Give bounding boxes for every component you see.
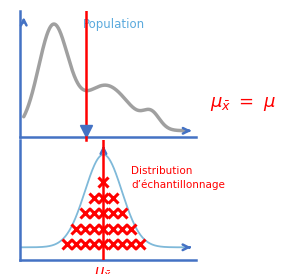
Text: $\mu_{\bar{x}}\ =\ \mu$: $\mu_{\bar{x}}\ =\ \mu$	[210, 95, 276, 113]
Text: Population: Population	[83, 18, 145, 32]
Text: $\mu$: $\mu$	[87, 140, 98, 156]
Text: $\mu_{\bar{x}}$: $\mu_{\bar{x}}$	[94, 265, 113, 274]
Text: Distribution
d’échantillonnage: Distribution d’échantillonnage	[131, 166, 225, 190]
